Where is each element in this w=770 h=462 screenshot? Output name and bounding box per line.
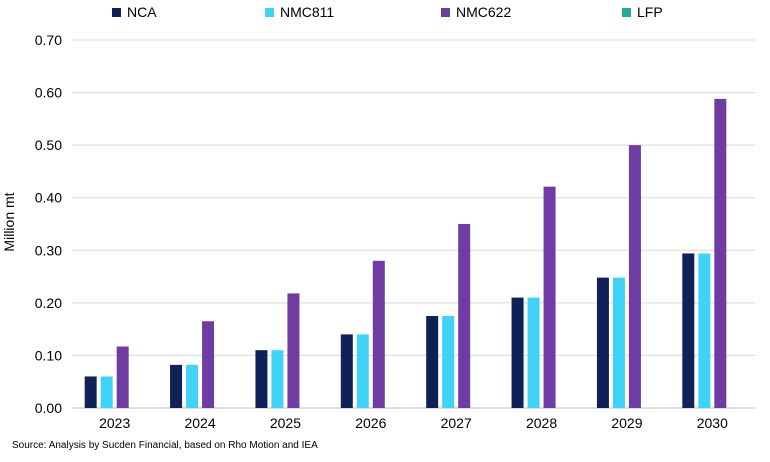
y-axis-label: Million mt — [1, 192, 17, 251]
x-tick-label: 2027 — [441, 415, 472, 431]
legend-item-nca: NCA — [112, 4, 157, 20]
bar-nca-2027 — [426, 316, 439, 408]
legend-label-nmc622: NMC622 — [456, 4, 512, 20]
bars — [84, 98, 727, 408]
y-tick-label: 0.00 — [35, 400, 62, 416]
y-tick-label: 0.70 — [35, 32, 62, 48]
bar-nca-2029 — [596, 277, 609, 408]
legend: NCA NMC811 NMC622 LFP — [0, 4, 770, 24]
y-tick-label: 0.50 — [35, 137, 62, 153]
bar-nmc622-2024 — [202, 321, 215, 408]
bar-nmc811-2029 — [612, 277, 625, 408]
y-tick-label: 0.30 — [35, 242, 62, 258]
bar-nmc811-2025 — [271, 350, 284, 408]
bar-nca-2026 — [340, 334, 353, 408]
y-tick-label: 0.40 — [35, 190, 62, 206]
x-tick-labels: 2023 2024 2025 2026 2027 2028 2029 2030 — [99, 415, 728, 431]
bar-nmc811-2026 — [356, 334, 369, 408]
gridlines — [72, 39, 755, 409]
bar-nca-2030 — [682, 253, 695, 408]
x-tick-label: 2024 — [184, 415, 215, 431]
bar-nmc622-2026 — [372, 260, 385, 408]
bar-nmc811-2028 — [527, 297, 540, 408]
bar-nmc622-2023 — [116, 346, 129, 408]
legend-item-nmc811: NMC811 — [265, 4, 334, 20]
bar-nmc622-2028 — [543, 186, 556, 408]
legend-label-nmc811: NMC811 — [280, 4, 335, 20]
source-note: Source: Analysis by Sucden Financial, ba… — [12, 440, 318, 451]
legend-label-lfp: LFP — [637, 4, 663, 20]
bar-nmc811-2024 — [186, 364, 199, 408]
x-tick-label: 2023 — [99, 415, 130, 431]
bar-nmc811-2023 — [100, 376, 113, 408]
y-tick-label: 0.60 — [35, 85, 62, 101]
legend-label-nca: NCA — [127, 4, 157, 20]
legend-swatch-nmc811 — [265, 7, 274, 17]
legend-swatch-nmc622 — [441, 7, 450, 17]
x-tick-label: 2028 — [526, 415, 557, 431]
x-tick-label: 2030 — [697, 415, 728, 431]
legend-swatch-lfp — [622, 7, 631, 17]
bar-nmc622-2027 — [458, 224, 471, 408]
legend-swatch-nca — [112, 7, 121, 17]
bar-nmc811-2027 — [442, 316, 455, 408]
bar-nca-2024 — [170, 364, 183, 408]
y-tick-label: 0.20 — [35, 295, 62, 311]
bar-nca-2028 — [511, 297, 524, 408]
legend-item-nmc622: NMC622 — [441, 4, 511, 20]
bar-nmc622-2025 — [287, 293, 300, 408]
y-tick-labels: 0.00 0.10 0.20 0.30 0.40 0.50 0.60 0.70 — [35, 32, 62, 416]
x-tick-label: 2029 — [611, 415, 642, 431]
x-tick-label: 2025 — [270, 415, 301, 431]
x-tick-label: 2026 — [355, 415, 386, 431]
bar-nca-2025 — [255, 350, 268, 408]
y-tick-label: 0.10 — [35, 347, 62, 363]
bar-nmc622-2029 — [628, 145, 641, 408]
legend-item-lfp: LFP — [622, 4, 663, 20]
bar-nca-2023 — [84, 376, 97, 408]
plot-area: 0.000.100.200.300.400.500.600.70 2023 202… — [1, 32, 755, 431]
bar-nmc622-2030 — [714, 98, 727, 408]
bar-nmc811-2030 — [698, 253, 711, 408]
